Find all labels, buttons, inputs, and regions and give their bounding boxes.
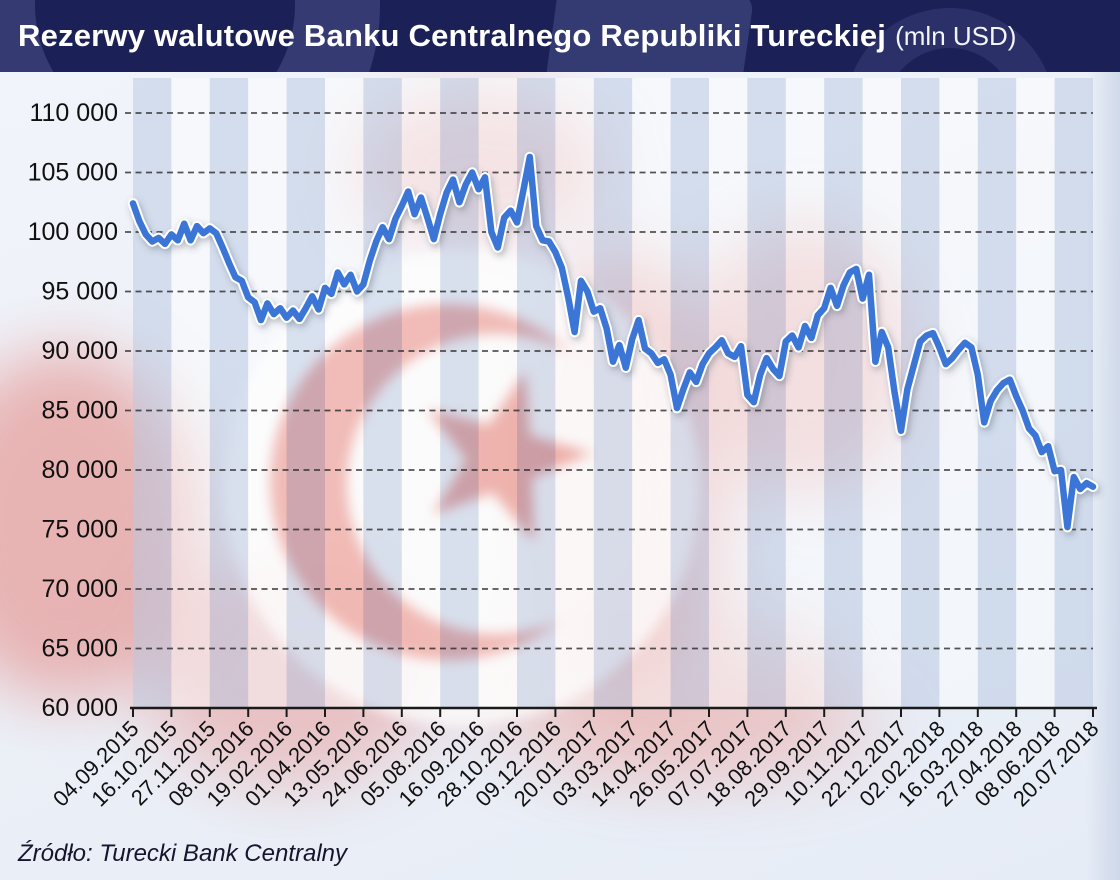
background-stripe — [401, 78, 441, 708]
background-stripe — [286, 78, 325, 708]
y-axis-label: 90 000 — [42, 337, 118, 365]
y-axis-label: 70 000 — [42, 575, 118, 603]
background-stripe — [171, 78, 210, 708]
background-stripe — [1016, 78, 1055, 708]
axes — [130, 706, 1097, 717]
source-caption: Źródło: Turecki Bank Centralny — [18, 840, 348, 867]
background-stripe — [824, 78, 863, 708]
header-decor-arc — [0, 0, 380, 72]
gridlines — [125, 112, 1093, 650]
x-axis-labels: 04.09.201516.10.201527.11.201508.01.2016… — [48, 716, 1104, 812]
background-stripe — [593, 78, 633, 708]
page-title-unit: (mln USD) — [895, 20, 1017, 51]
y-axis-label: 95 000 — [42, 278, 118, 306]
y-axis-label: 105 000 — [28, 159, 118, 187]
y-axis-label: 60 000 — [42, 694, 118, 722]
y-axis-label: 80 000 — [42, 456, 118, 484]
background-stripe — [709, 78, 748, 708]
y-axis-label: 110 000 — [29, 99, 118, 127]
background-stripe — [209, 78, 249, 708]
data-line — [127, 151, 1099, 533]
background-stripe — [1054, 78, 1093, 708]
y-axis-label: 65 000 — [42, 635, 118, 663]
background-stripe — [632, 78, 671, 708]
line-series — [129, 153, 1097, 531]
y-axis-labels: 110 000 105 000 100 000 95 000 90 000 85 000 8… — [28, 99, 118, 722]
background-stripe — [939, 78, 978, 708]
background-stripe — [785, 78, 825, 708]
background-stripe — [363, 78, 402, 708]
y-axis-label: 100 000 — [28, 218, 118, 246]
plot-column-stripes — [133, 78, 1093, 708]
background-stripe — [325, 78, 364, 708]
y-axis-label: 85 000 — [42, 397, 118, 425]
y-axis-label: 75 000 — [42, 516, 118, 544]
background-stripe — [248, 78, 287, 708]
page-title: Rezerwy walutowe Banku Centralnego Repub… — [18, 18, 887, 53]
background-stripe — [555, 78, 594, 708]
title-bar: Rezerwy walutowe Banku Centralnego Repub… — [0, 0, 1120, 72]
background-stripe — [133, 78, 172, 708]
